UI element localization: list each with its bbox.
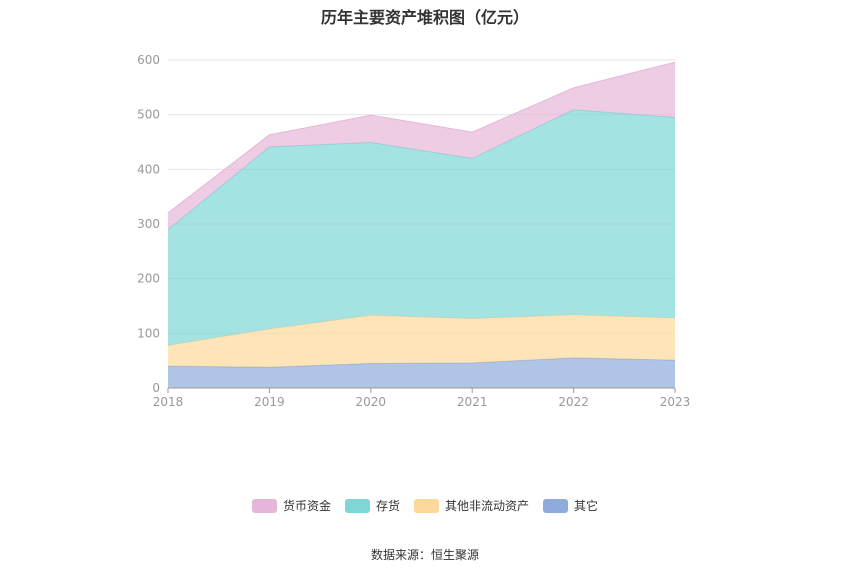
legend-swatch bbox=[251, 498, 277, 513]
legend-item[interactable]: 其它 bbox=[543, 497, 598, 514]
legend-label: 其他非流动资产 bbox=[445, 499, 530, 513]
x-tick-label: 2022 bbox=[558, 395, 589, 409]
x-tick-label: 2018 bbox=[153, 395, 184, 409]
x-tick-label: 2019 bbox=[254, 395, 285, 409]
legend-label: 其它 bbox=[574, 499, 599, 513]
legend-label: 存货 bbox=[375, 499, 400, 513]
area-series-line bbox=[167, 109, 676, 230]
x-tick-label: 2023 bbox=[660, 395, 691, 409]
y-tick-label: 600 bbox=[137, 53, 160, 67]
area-series bbox=[168, 109, 675, 346]
legend-swatch bbox=[344, 498, 370, 513]
legend-item[interactable]: 货币资金 bbox=[251, 497, 331, 514]
legend-swatch bbox=[414, 498, 439, 513]
legend-swatch bbox=[543, 498, 569, 513]
x-tick-label: 2021 bbox=[457, 395, 488, 409]
area-series bbox=[168, 314, 675, 368]
legend-item[interactable]: 其他非流动资产 bbox=[414, 497, 529, 514]
legend-label: 货币资金 bbox=[282, 499, 331, 513]
stacked-area-chart: 0 100 200 300 400 500 600 2018 2019 2020 2021 2022 2… bbox=[137, 53, 691, 409]
y-tick-label: 300 bbox=[137, 217, 160, 231]
chart-legend: 货币资金 存货 其他非流动资产 其它 bbox=[0, 497, 850, 514]
area-series bbox=[168, 357, 675, 388]
chart-title: 历年主要资产堆积图（亿元） bbox=[320, 8, 529, 27]
x-tick-label: 2020 bbox=[356, 395, 387, 409]
data-source-label: 数据来源：恒生聚源 bbox=[370, 548, 479, 562]
y-tick-label: 200 bbox=[137, 272, 160, 286]
y-tick-label: 0 bbox=[152, 381, 160, 395]
y-tick-label: 400 bbox=[137, 162, 160, 176]
legend-item[interactable]: 存货 bbox=[344, 497, 400, 514]
y-tick-label: 500 bbox=[137, 108, 160, 122]
area-series-line bbox=[167, 61, 676, 214]
area-series bbox=[168, 62, 675, 230]
y-tick-label: 100 bbox=[137, 326, 160, 340]
